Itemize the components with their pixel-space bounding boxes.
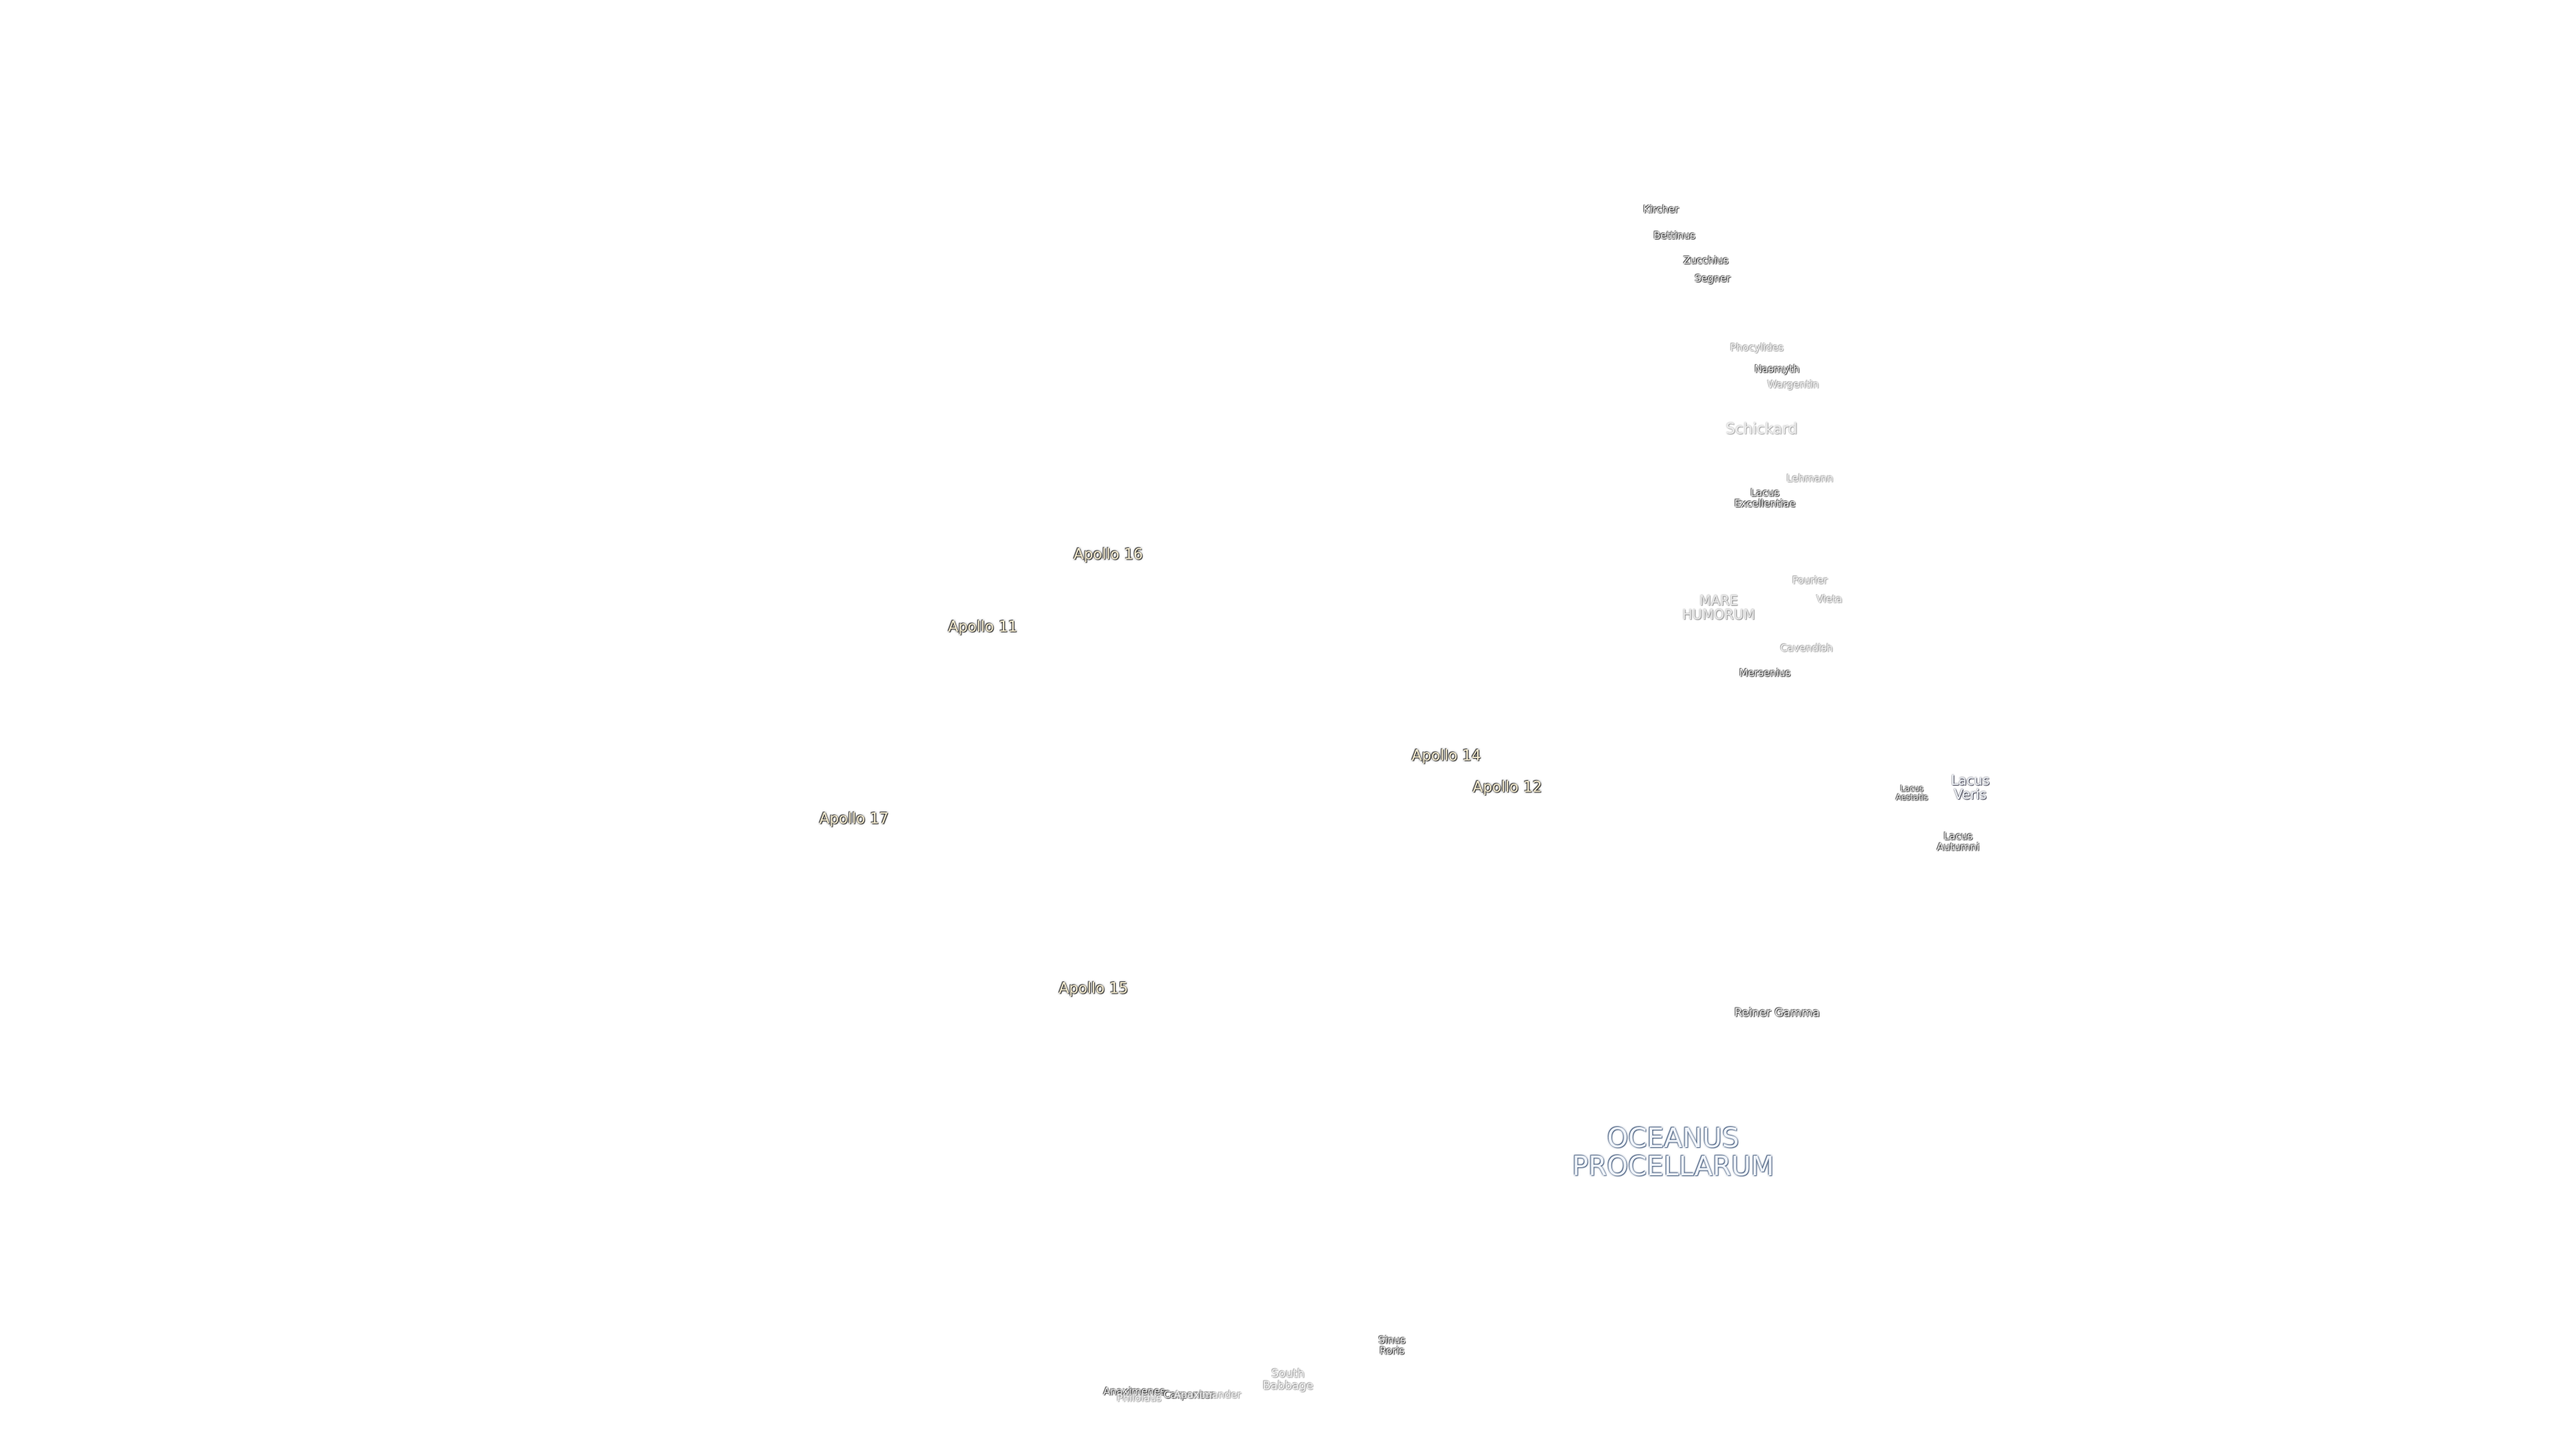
map-label: Vieta: [1817, 594, 1842, 605]
map-label: Schickard: [1726, 421, 1798, 437]
label-line: MARE: [1699, 592, 1738, 608]
map-label: Cavendish: [1780, 643, 1833, 654]
map-label: Zucchius: [1683, 254, 1729, 267]
label-line: Apollo 16: [1073, 546, 1143, 564]
map-label: Apollo 16: [1073, 547, 1142, 562]
label-line: Schickard: [1725, 421, 1798, 438]
label-line: Reiner Gamma: [1734, 1006, 1820, 1020]
label-line: Phocylides: [1730, 341, 1784, 354]
map-label: Reiner Gamma: [1734, 1006, 1820, 1020]
label-line: Lacus: [1900, 784, 1924, 794]
label-line: Aestatis: [1896, 792, 1928, 802]
label-line: South: [1271, 1367, 1305, 1381]
map-label: Wargentin: [1767, 378, 1819, 391]
label-line: Apollo 14: [1411, 747, 1481, 765]
map-label: Lacus Autumni: [1937, 830, 1980, 853]
label-line: Autumni: [1937, 841, 1980, 853]
label-line: Lacus: [1750, 486, 1780, 499]
map-label: Apollo 17: [819, 811, 888, 826]
map-label: Philolaus: [1117, 1393, 1162, 1404]
label-line: Carpenter: [1163, 1389, 1214, 1401]
map-label: Anaximenes: [1103, 1385, 1166, 1398]
label-line: Babbage: [1263, 1379, 1313, 1393]
map-label: Segner: [1695, 272, 1731, 285]
label-line: Excellentiae: [1734, 497, 1796, 509]
map-label: Fourier: [1792, 574, 1828, 587]
label-line: Kircher: [1643, 203, 1679, 216]
map-label: South Babbage: [1263, 1368, 1313, 1393]
label-line: Anaximander: [1173, 1389, 1242, 1401]
label-line: Lacus: [1943, 830, 1973, 843]
label-line: Cavendish: [1780, 642, 1833, 655]
map-label: Mersenius: [1739, 667, 1791, 680]
label-line: Apollo 12: [1472, 779, 1542, 796]
map-label: Apollo 15: [1059, 981, 1128, 996]
label-line: Bettinus: [1653, 229, 1696, 242]
label-line: Lehmann: [1786, 472, 1833, 485]
map-label: Bettinus: [1653, 229, 1696, 242]
label-line: Wargentin: [1767, 378, 1819, 391]
label-line: Roris: [1379, 1344, 1405, 1356]
map-label: Anaximander: [1173, 1389, 1242, 1401]
label-line: Anaximenes: [1103, 1385, 1166, 1398]
label-line: Philolaus: [1116, 1392, 1162, 1405]
map-label: Lacus Aestatis: [1896, 784, 1928, 801]
map-label: Lehmann: [1786, 472, 1833, 485]
label-line: Mersenius: [1739, 667, 1791, 680]
label-line: Veris: [1953, 786, 1987, 802]
label-line: Fourier: [1792, 574, 1828, 587]
map-label: Lacus Veris: [1951, 773, 1990, 802]
label-line: Nasmyth: [1754, 363, 1800, 376]
map-label: Kircher: [1643, 203, 1679, 216]
label-line: Segner: [1695, 272, 1731, 285]
label-line: Apollo 17: [819, 810, 889, 828]
label-line: Sinus: [1378, 1334, 1406, 1346]
label-line: Apollo 11: [948, 619, 1018, 636]
label-line: PROCELLARUM: [1572, 1151, 1774, 1182]
label-line: Zucchius: [1683, 254, 1729, 267]
label-line: Apollo 15: [1059, 980, 1128, 998]
map-label: Apollo 11: [948, 619, 1017, 635]
map-label: Apollo 14: [1411, 748, 1481, 763]
label-line: HUMORUM: [1682, 606, 1756, 623]
map-label: MARE HUMORUM: [1682, 594, 1755, 622]
map-label: Phocylides: [1730, 341, 1784, 354]
map-label: Carpenter: [1163, 1389, 1214, 1401]
map-label: Nasmyth: [1754, 364, 1799, 375]
map-label: OCEANUS PROCELLARUM: [1572, 1124, 1774, 1181]
label-line: Vieta: [1816, 593, 1843, 606]
map-label: Lacus Excellentiae: [1734, 486, 1796, 509]
map-label: Apollo 12: [1472, 780, 1542, 795]
map-label: Sinus Roris: [1378, 1334, 1406, 1356]
label-line: OCEANUS: [1607, 1123, 1739, 1154]
label-line: Lacus: [1951, 772, 1990, 788]
